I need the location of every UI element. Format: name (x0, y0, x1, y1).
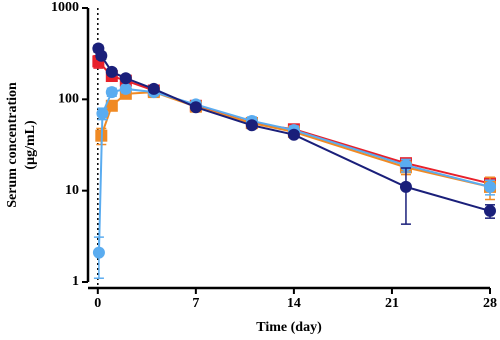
series-line (97, 48, 491, 212)
x-tick-label: 28 (483, 296, 497, 311)
point (189, 101, 202, 114)
point (399, 180, 412, 193)
point (484, 180, 496, 193)
x-axis-label: Time (day) (256, 320, 322, 335)
y-axis-label: (µg/mL) (23, 120, 38, 170)
y-tick-label: 100 (58, 92, 79, 107)
point (119, 72, 132, 85)
y-tick-label: 1 (72, 274, 79, 289)
point (105, 86, 118, 99)
point (147, 82, 160, 95)
point (105, 65, 118, 78)
series-line (97, 60, 491, 185)
point (96, 107, 109, 120)
x-tick-label: 14 (287, 296, 301, 311)
y-tick-label: 10 (65, 183, 79, 198)
point (119, 82, 132, 95)
point (105, 99, 118, 112)
y-axis-label: Serum concentration (5, 82, 20, 208)
series-line (97, 87, 491, 253)
point (484, 204, 496, 217)
y-tick-label: 1000 (51, 0, 79, 15)
x-tick-label: 7 (192, 296, 199, 311)
point (95, 49, 108, 62)
x-tick-label: 21 (385, 296, 399, 311)
point (287, 128, 300, 141)
x-tick-label: 0 (94, 296, 101, 311)
point (245, 119, 258, 132)
point (92, 246, 105, 259)
